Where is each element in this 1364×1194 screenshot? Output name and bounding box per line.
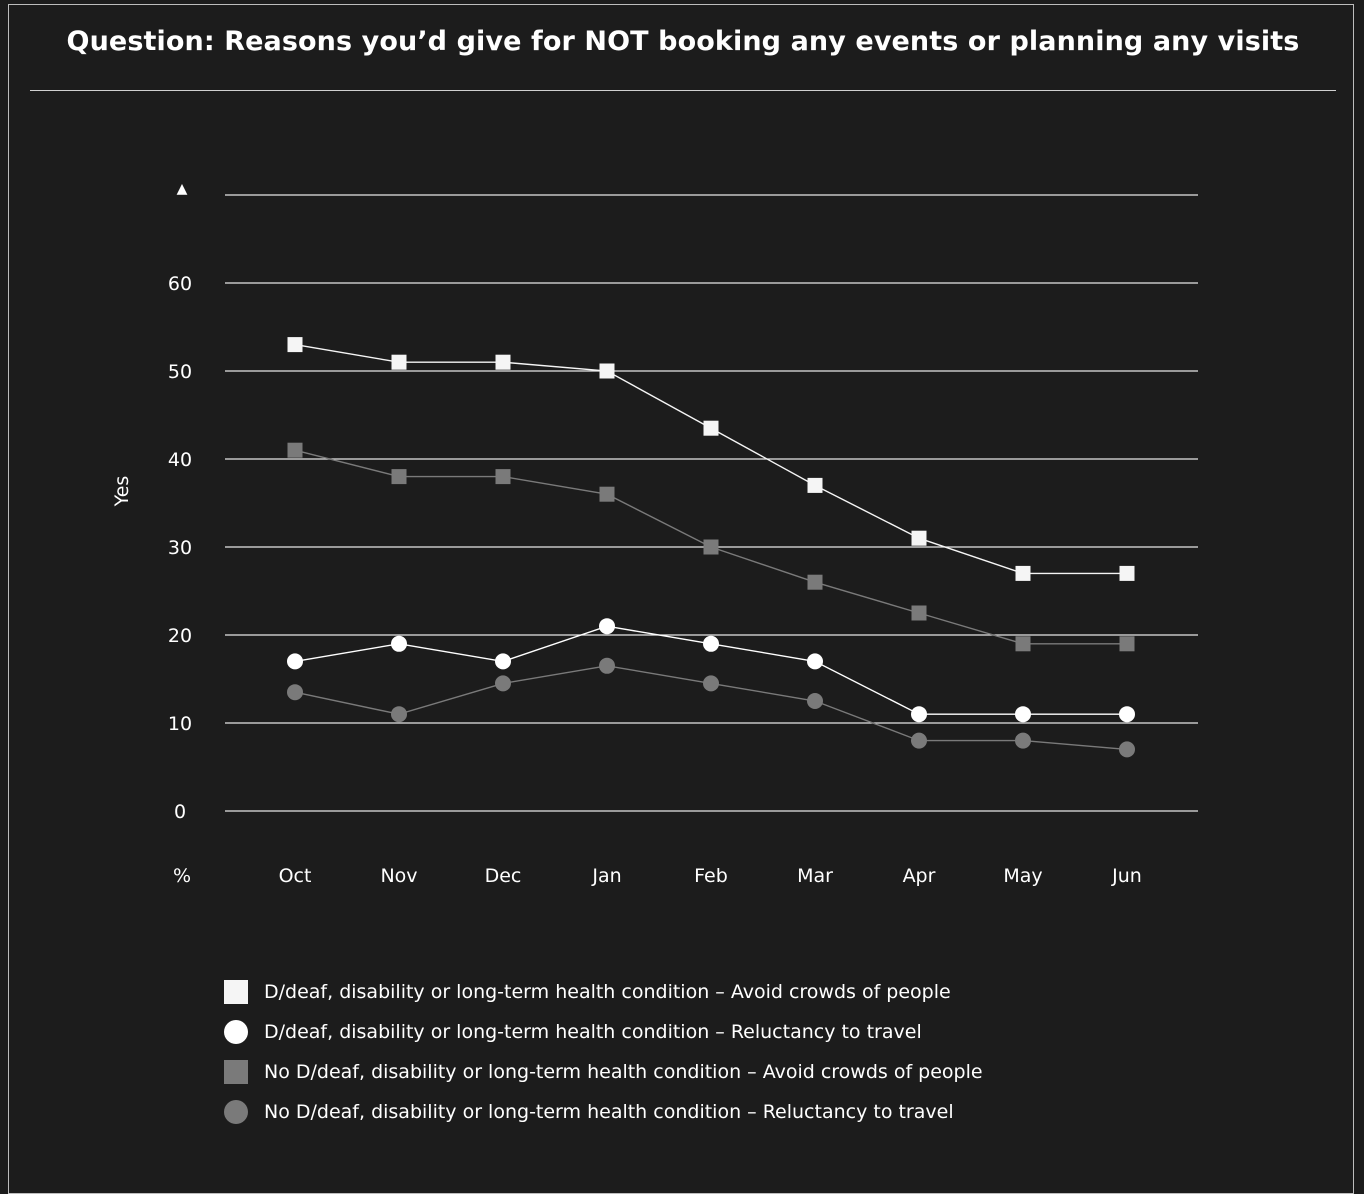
data-point-circle — [599, 618, 615, 635]
x-tick-label: May — [1003, 865, 1042, 887]
x-tick-label: Nov — [380, 865, 417, 887]
data-point-square — [599, 486, 615, 502]
data-point-circle — [287, 684, 303, 701]
y-axis-arrow-icon: ▲ — [177, 181, 188, 197]
data-point-square — [1119, 636, 1135, 652]
x-tick-label: Apr — [903, 865, 936, 887]
title-divider — [30, 90, 1336, 91]
legend-item: No D/deaf, disability or long-term healt… — [224, 1052, 983, 1092]
data-point-circle — [703, 675, 719, 692]
x-tick-label: Feb — [694, 865, 728, 887]
data-point-circle — [391, 635, 407, 652]
data-point-circle — [807, 653, 823, 670]
data-point-circle — [1119, 706, 1135, 723]
data-point-circle — [1119, 741, 1135, 758]
data-point-circle — [911, 732, 927, 749]
x-tick-label: Dec — [485, 865, 522, 887]
data-point-square — [1015, 636, 1031, 652]
y-tick-label: 30 — [168, 537, 192, 559]
legend-label: D/deaf, disability or long-term health c… — [264, 981, 951, 1003]
data-point-square — [1119, 565, 1135, 581]
data-point-circle — [495, 653, 511, 670]
data-point-square — [703, 420, 719, 436]
circle-marker-icon — [224, 1100, 248, 1124]
chart-legend: D/deaf, disability or long-term health c… — [224, 972, 983, 1132]
data-point-circle — [703, 635, 719, 652]
data-point-circle — [1015, 732, 1031, 749]
legend-item: D/deaf, disability or long-term health c… — [224, 972, 983, 1012]
square-marker-icon — [224, 1060, 248, 1084]
data-point-square — [703, 539, 719, 555]
legend-item: No D/deaf, disability or long-term healt… — [224, 1092, 983, 1132]
data-point-square — [391, 354, 407, 370]
data-point-circle — [287, 653, 303, 670]
data-point-circle — [495, 675, 511, 692]
y-tick-label: 50 — [168, 361, 192, 383]
x-tick-label: Jan — [591, 865, 621, 887]
square-marker-icon — [224, 980, 248, 1004]
data-point-square — [391, 469, 407, 485]
y-tick-label: 0 — [174, 801, 186, 823]
chart-title: Question: Reasons you’d give for NOT boo… — [66, 26, 1300, 57]
data-point-square — [495, 354, 511, 370]
y-tick-label: 10 — [168, 713, 192, 735]
data-point-square — [807, 574, 823, 590]
data-point-circle — [807, 693, 823, 709]
data-point-square — [807, 477, 823, 493]
line-chart: 0 10 20 30 40 50 60 ▲ Yes% Oct Nov Dec Jan Feb Mar Apr M… — [111, 181, 1198, 887]
data-point-square — [287, 337, 303, 353]
data-point-circle — [391, 706, 407, 723]
data-point-square — [911, 530, 927, 546]
circle-marker-icon — [224, 1020, 248, 1044]
data-point-circle — [1015, 706, 1031, 723]
legend-label: No D/deaf, disability or long-term healt… — [264, 1061, 983, 1083]
data-point-square — [287, 442, 303, 458]
y-tick-label: 20 — [168, 625, 192, 647]
legend-label: No D/deaf, disability or long-term healt… — [264, 1101, 954, 1123]
data-point-square — [911, 605, 927, 621]
x-tick-label: Oct — [279, 865, 312, 887]
data-point-square — [1015, 565, 1031, 581]
y-axis-label: Yes — [111, 476, 133, 508]
legend-label: D/deaf, disability or long-term health c… — [264, 1021, 922, 1043]
y-unit-label: % — [173, 865, 191, 887]
legend-item: D/deaf, disability or long-term health c… — [224, 1012, 983, 1052]
x-tick-label: Jun — [1111, 865, 1142, 887]
y-tick-label: 60 — [168, 273, 192, 295]
data-point-square — [599, 363, 615, 379]
x-tick-label: Mar — [797, 865, 833, 887]
data-point-circle — [599, 657, 615, 674]
y-tick-label: 40 — [168, 449, 192, 471]
data-point-square — [495, 469, 511, 485]
data-point-circle — [911, 706, 927, 723]
